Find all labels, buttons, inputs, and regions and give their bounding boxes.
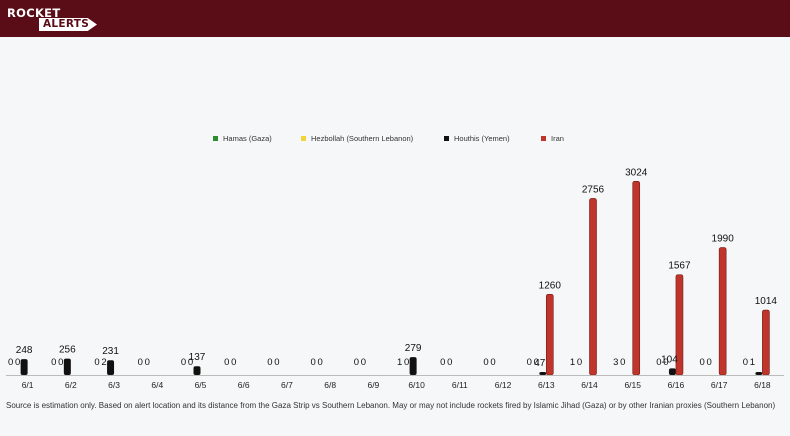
data-label-0-6: 0 [267, 357, 272, 368]
chart-legend: Hamas (Gaza) Hezbollah (Southern Lebanon)… [213, 134, 564, 143]
data-label-0-4: 0 [181, 357, 186, 368]
data-label-0-10: 0 [440, 357, 445, 368]
data-label-0-8: 0 [354, 357, 359, 368]
data-label-1-15: 0 [663, 357, 668, 368]
x-tick-label-13: 6/14 [581, 380, 598, 390]
x-tick-label-3: 6/4 [151, 380, 163, 390]
data-label-2-4: 137 [189, 352, 206, 363]
data-label-0-5: 0 [224, 357, 229, 368]
data-label-1-10: 0 [447, 357, 452, 368]
legend-swatch-3 [541, 136, 546, 141]
legend-swatch-0 [213, 136, 218, 141]
data-label-3-15: 1567 [668, 261, 691, 272]
header-bar: ROCKET ALERTS [0, 0, 790, 37]
data-label-2-15: 104 [661, 354, 678, 365]
data-label-1-1: 0 [58, 357, 63, 368]
bar-3-17[interactable] [762, 309, 770, 376]
bar-2-0[interactable] [20, 359, 28, 375]
bar-2-4[interactable] [193, 366, 201, 375]
data-label-0-16: 0 [700, 357, 705, 368]
bar-2-17[interactable] [755, 372, 763, 375]
bar-3-16[interactable] [718, 247, 727, 376]
data-label-2-0: 248 [16, 345, 33, 356]
legend-label-2[interactable]: Houthis (Yemen) [454, 134, 510, 143]
data-label-1-9: 0 [404, 357, 409, 368]
data-label-1-8: 0 [361, 357, 366, 368]
data-label-1-12: 0 [534, 357, 539, 368]
data-label-1-16: 0 [707, 357, 712, 368]
data-label-0-13: 1 [570, 357, 575, 368]
legend-swatch-2 [444, 136, 449, 141]
data-label-3-14: 3024 [625, 167, 648, 178]
data-label-0-9: 1 [397, 357, 402, 368]
data-label-1-2: 2 [101, 357, 106, 368]
data-label-1-7: 0 [318, 357, 323, 368]
x-tick-label-8: 6/9 [367, 380, 379, 390]
data-label-2-1: 256 [59, 345, 76, 356]
x-tick-label-5: 6/6 [238, 380, 250, 390]
source-note: Source is estimation only. Based on aler… [6, 401, 776, 410]
x-tick-label-11: 6/12 [495, 380, 512, 390]
logo-tag-shape [39, 18, 97, 31]
bar-3-13[interactable] [589, 198, 597, 376]
data-label-1-3: 0 [145, 357, 150, 368]
bar-2-9[interactable] [409, 357, 417, 375]
data-label-0-12: 0 [527, 357, 532, 368]
data-label-1-14: 0 [620, 357, 625, 368]
chart-bars [20, 180, 770, 376]
logo-word-alerts: ALERTS [43, 18, 90, 30]
bar-2-2[interactable] [107, 360, 115, 375]
data-label-1-17: 1 [750, 357, 755, 368]
data-label-1-11: 0 [490, 357, 495, 368]
data-label-1-4: 0 [188, 357, 193, 368]
bar-2-12[interactable] [539, 371, 547, 375]
x-tick-label-10: 6/11 [452, 380, 468, 390]
bar-2-15[interactable] [668, 368, 676, 375]
data-label-0-2: 0 [94, 357, 99, 368]
data-label-3-12: 1260 [539, 280, 562, 291]
x-tick-label-0: 6/1 [22, 380, 34, 390]
x-tick-label-9: 6/10 [408, 380, 425, 390]
legend-label-3[interactable]: Iran [551, 134, 564, 143]
legend-swatch-1 [301, 136, 306, 141]
bar-3-14[interactable] [632, 180, 641, 376]
data-label-0-3: 0 [138, 357, 143, 368]
data-label-2-12: 47 [534, 358, 546, 369]
data-label-3-17: 1014 [755, 296, 778, 307]
x-tick-label-2: 6/3 [108, 380, 120, 390]
x-tick-label-16: 6/17 [711, 380, 728, 390]
data-label-1-0: 0 [15, 357, 20, 368]
data-label-0-15: 0 [656, 357, 661, 368]
bar-3-12[interactable] [545, 293, 554, 376]
data-label-1-13: 0 [577, 357, 582, 368]
x-tick-label-4: 6/5 [195, 380, 207, 390]
data-label-3-13: 2756 [582, 184, 605, 195]
bar-2-1[interactable] [63, 358, 71, 375]
data-label-1-5: 0 [231, 357, 236, 368]
legend-label-0[interactable]: Hamas (Gaza) [223, 134, 272, 143]
legend-label-1[interactable]: Hezbollah (Southern Lebanon) [311, 134, 414, 143]
x-tick-label-12: 6/13 [538, 380, 555, 390]
data-label-2-9: 279 [405, 343, 422, 354]
data-label-2-2: 231 [102, 346, 119, 357]
x-tick-label-1: 6/2 [65, 380, 77, 390]
data-label-0-7: 0 [311, 357, 316, 368]
data-label-0-1: 0 [51, 357, 56, 368]
data-label-0-11: 0 [483, 357, 488, 368]
data-label-0-17: 0 [743, 357, 748, 368]
data-label-0-14: 3 [613, 357, 618, 368]
data-label-1-6: 0 [274, 357, 279, 368]
rocket-alerts-logo[interactable]: ROCKET ALERTS [7, 5, 99, 33]
x-tick-label-14: 6/15 [624, 380, 641, 390]
x-tick-label-7: 6/8 [324, 380, 336, 390]
x-axis-tick-labels: 6/1 6/2 6/3 6/4 6/5 6/6 6/7 6/8 6/9 6/10 6/11 6/12 6… [22, 380, 771, 390]
logo-word-rocket: ROCKET [7, 6, 61, 20]
data-label-3-16: 1990 [712, 234, 735, 245]
x-tick-label-6: 6/7 [281, 380, 293, 390]
rocket-alerts-bar-chart: Hamas (Gaza) Hezbollah (Southern Lebanon)… [6, 134, 784, 390]
data-label-0-0: 0 [8, 357, 13, 368]
x-tick-label-15: 6/16 [668, 380, 685, 390]
x-tick-label-17: 6/18 [754, 380, 771, 390]
